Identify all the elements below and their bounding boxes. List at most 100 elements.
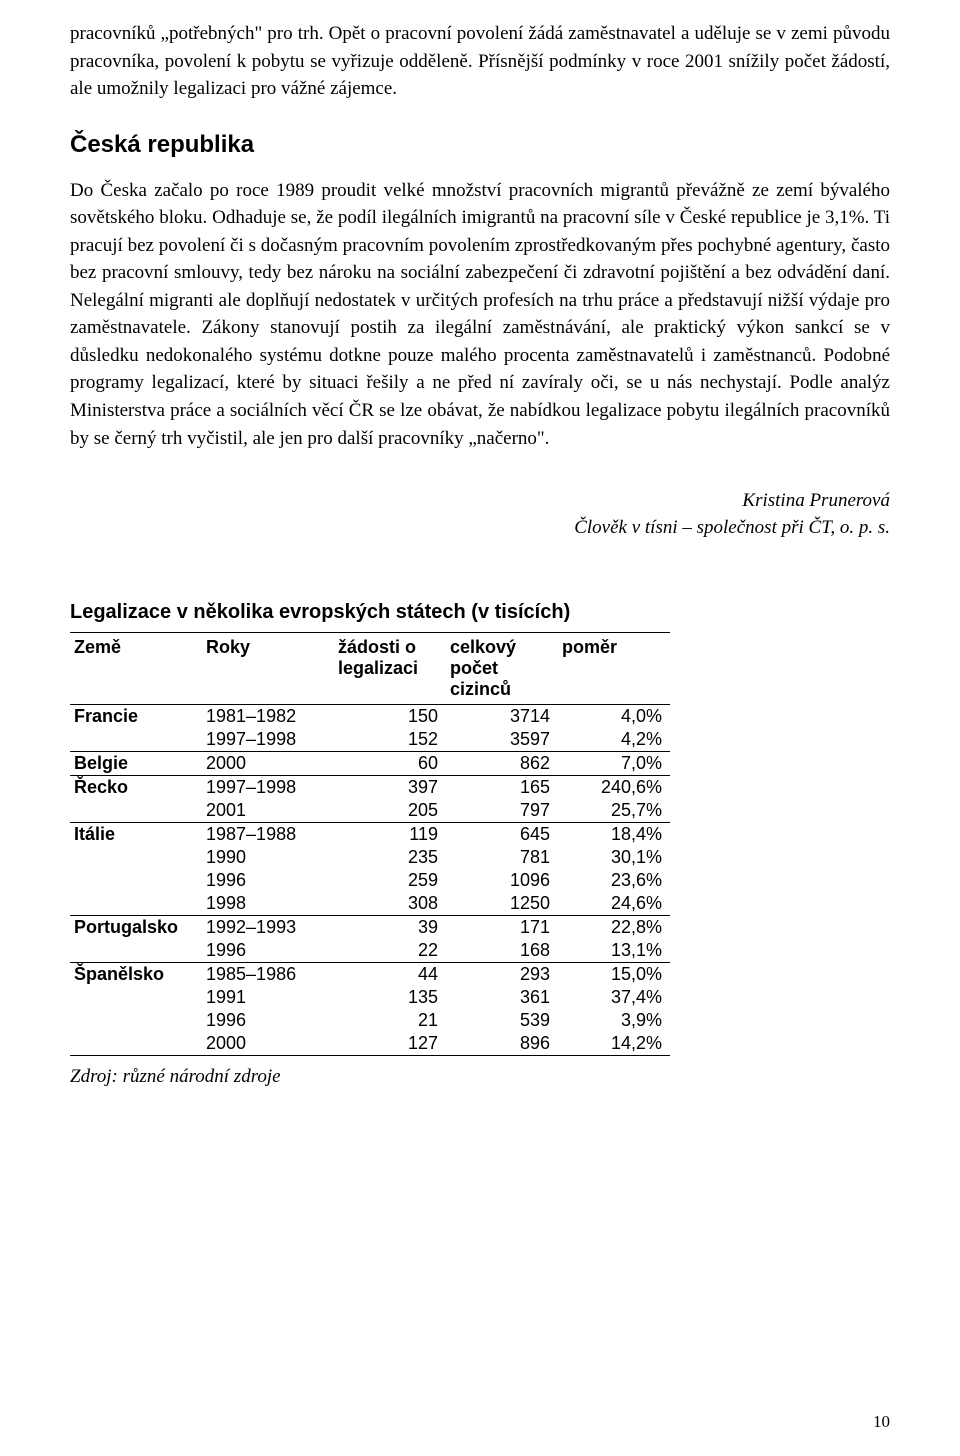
cell-total: 797	[446, 799, 558, 823]
cell-years: 1996	[202, 939, 334, 963]
table-body: Francie1981–198215037144,0%1997–19981523…	[70, 705, 670, 1056]
cell-years: 2000	[202, 1032, 334, 1056]
cell-ratio: 4,0%	[558, 705, 670, 729]
cell-applications: 127	[334, 1032, 446, 1056]
table-row: 199113536137,4%	[70, 986, 670, 1009]
col-header-ratio: poměr	[558, 633, 670, 705]
cell-total: 896	[446, 1032, 558, 1056]
cell-ratio: 37,4%	[558, 986, 670, 1009]
table-row: 200012789614,2%	[70, 1032, 670, 1056]
cell-ratio: 240,6%	[558, 776, 670, 800]
cell-years: 1981–1982	[202, 705, 334, 729]
cell-ratio: 30,1%	[558, 846, 670, 869]
table-row: Itálie1987–198811964518,4%	[70, 823, 670, 847]
cell-ratio: 23,6%	[558, 869, 670, 892]
table-row: 1997–199815235974,2%	[70, 728, 670, 752]
table-row: Portugalsko1992–19933917122,8%	[70, 916, 670, 940]
cell-applications: 22	[334, 939, 446, 963]
col-header-years: Roky	[202, 633, 334, 705]
cell-ratio: 24,6%	[558, 892, 670, 916]
cell-ratio: 25,7%	[558, 799, 670, 823]
cell-years: 1985–1986	[202, 963, 334, 987]
cell-country	[70, 728, 202, 752]
col-header-total-l1: celkový	[450, 637, 516, 657]
cell-years: 1996	[202, 869, 334, 892]
col-header-apps-l2: legalizaci	[338, 658, 418, 678]
col-header-total-l3: cizinců	[450, 679, 511, 699]
cell-years: 1990	[202, 846, 334, 869]
cell-total: 3714	[446, 705, 558, 729]
cell-applications: 119	[334, 823, 446, 847]
cell-total: 361	[446, 986, 558, 1009]
table-row: 1998308125024,6%	[70, 892, 670, 916]
author-block: Kristina Prunerová Člověk v tísni – spol…	[70, 488, 890, 541]
table-source: Zdroj: různé národní zdroje	[70, 1066, 890, 1088]
cell-ratio: 7,0%	[558, 752, 670, 776]
table-header-row: Země Roky žádosti o legalizaci celkový p…	[70, 633, 670, 705]
cell-country	[70, 869, 202, 892]
cell-country	[70, 986, 202, 1009]
cell-country: Řecko	[70, 776, 202, 800]
cell-total: 781	[446, 846, 558, 869]
table-row: 1996259109623,6%	[70, 869, 670, 892]
cell-ratio: 13,1%	[558, 939, 670, 963]
table-row: 200120579725,7%	[70, 799, 670, 823]
cell-country: Itálie	[70, 823, 202, 847]
cell-total: 171	[446, 916, 558, 940]
cell-years: 1997–1998	[202, 728, 334, 752]
cell-ratio: 22,8%	[558, 916, 670, 940]
cell-applications: 44	[334, 963, 446, 987]
cell-applications: 135	[334, 986, 446, 1009]
col-header-apps: žádosti o legalizaci	[334, 633, 446, 705]
table-row: Francie1981–198215037144,0%	[70, 705, 670, 729]
cell-ratio: 18,4%	[558, 823, 670, 847]
cell-applications: 235	[334, 846, 446, 869]
cell-total: 3597	[446, 728, 558, 752]
cell-applications: 308	[334, 892, 446, 916]
author-name: Kristina Prunerová	[70, 488, 890, 515]
cell-total: 293	[446, 963, 558, 987]
cell-total: 165	[446, 776, 558, 800]
cell-country	[70, 939, 202, 963]
cell-applications: 205	[334, 799, 446, 823]
table-row: Řecko1997–1998397165240,6%	[70, 776, 670, 800]
page-number: 10	[873, 1412, 890, 1432]
main-paragraph: Do Česka začalo po roce 1989 proudit vel…	[70, 177, 890, 452]
cell-years: 2001	[202, 799, 334, 823]
cell-applications: 152	[334, 728, 446, 752]
cell-total: 1096	[446, 869, 558, 892]
table-row: 199023578130,1%	[70, 846, 670, 869]
col-header-apps-l1: žádosti o	[338, 637, 416, 657]
table-row: 1996215393,9%	[70, 1009, 670, 1032]
author-affiliation: Člověk v tísni – společnost při ČT, o. p…	[70, 515, 890, 542]
cell-years: 1996	[202, 1009, 334, 1032]
cell-applications: 397	[334, 776, 446, 800]
cell-years: 1992–1993	[202, 916, 334, 940]
cell-years: 1987–1988	[202, 823, 334, 847]
col-header-country: Země	[70, 633, 202, 705]
table-head: Země Roky žádosti o legalizaci celkový p…	[70, 633, 670, 705]
cell-total: 862	[446, 752, 558, 776]
cell-years: 2000	[202, 752, 334, 776]
table-row: 19962216813,1%	[70, 939, 670, 963]
col-header-total-l2: počet	[450, 658, 498, 678]
table-row: Belgie2000608627,0%	[70, 752, 670, 776]
cell-country	[70, 892, 202, 916]
cell-country: Portugalsko	[70, 916, 202, 940]
cell-ratio: 14,2%	[558, 1032, 670, 1056]
legalization-table: Země Roky žádosti o legalizaci celkový p…	[70, 632, 670, 1056]
cell-country: Španělsko	[70, 963, 202, 987]
intro-paragraph: pracovníků „potřebných" pro trh. Opět o …	[70, 20, 890, 103]
cell-country	[70, 799, 202, 823]
cell-country: Francie	[70, 705, 202, 729]
cell-country	[70, 846, 202, 869]
col-header-total: celkový počet cizinců	[446, 633, 558, 705]
cell-ratio: 3,9%	[558, 1009, 670, 1032]
cell-total: 1250	[446, 892, 558, 916]
cell-applications: 150	[334, 705, 446, 729]
cell-ratio: 4,2%	[558, 728, 670, 752]
cell-country: Belgie	[70, 752, 202, 776]
cell-country	[70, 1032, 202, 1056]
section-heading: Česká republika	[70, 131, 890, 159]
cell-country	[70, 1009, 202, 1032]
